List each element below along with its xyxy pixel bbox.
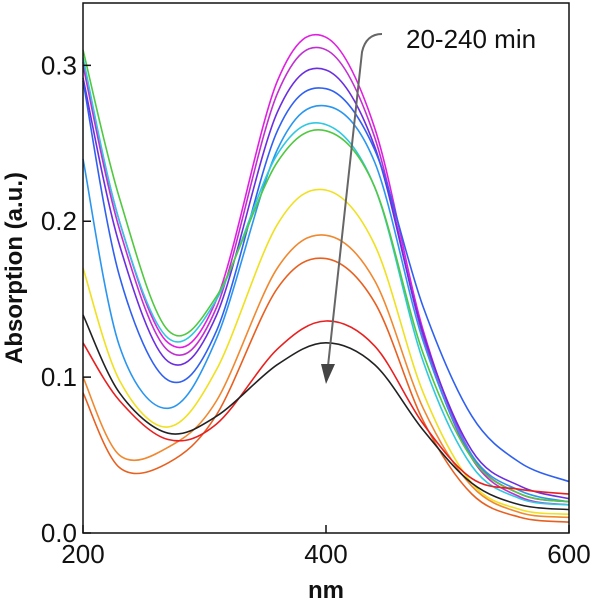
series-line-2 [82, 46, 570, 506]
series-line-11 [82, 320, 570, 495]
series-line-9 [82, 234, 570, 519]
series-line-12 [82, 314, 570, 511]
annotation-arrow [327, 33, 383, 367]
y-tick-label: 0.0 [41, 518, 77, 548]
series-line-6 [82, 57, 570, 506]
y-tick-label: 0.2 [41, 206, 77, 236]
series-line-1 [82, 33, 570, 503]
annotation-background [400, 18, 568, 62]
series-line-3 [82, 67, 570, 500]
series-line-5 [82, 104, 570, 503]
series-layer [82, 33, 570, 523]
time-annotation: 20-240 min [321, 18, 568, 384]
annotation-arrowhead [321, 364, 335, 384]
series-line-7 [82, 49, 570, 503]
annotation-label: 20-240 min [406, 24, 536, 54]
y-tick-label: 0.3 [41, 50, 77, 80]
x-axis-label: nm [308, 577, 344, 600]
y-axis-label: Absorption (a.u.) [1, 172, 28, 364]
x-tick-label: 200 [61, 539, 104, 569]
series-line-8 [82, 188, 570, 516]
series-line-4 [82, 80, 570, 483]
x-tick-label: 600 [547, 539, 590, 569]
tick-layer: 200 400 600 0.0 0.1 0.2 0.3 [41, 50, 591, 569]
series-line-10 [82, 257, 570, 523]
y-tick-label: 0.1 [41, 362, 77, 392]
x-tick-label: 400 [304, 539, 347, 569]
